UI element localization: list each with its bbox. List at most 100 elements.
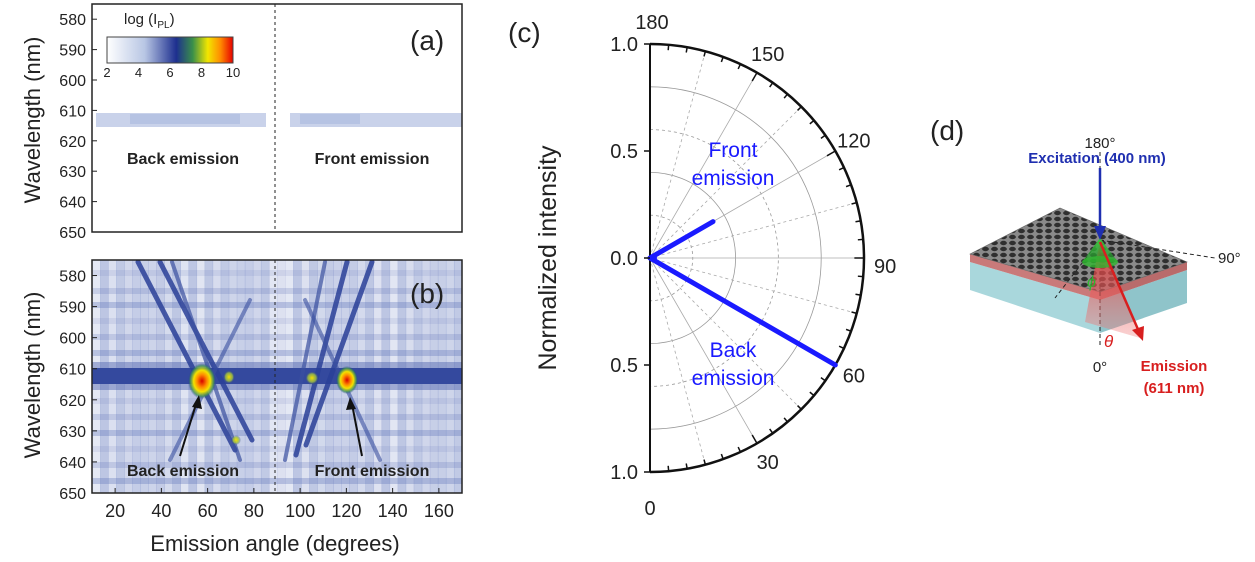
polar-angle-label: 150: [751, 44, 784, 66]
polar-spoke: [649, 51, 706, 259]
polar-angle-ticks: 180 150 120 90 60 30 0: [635, 12, 896, 520]
polar-series-line: [647, 219, 716, 261]
panel-b: Wavelength (nm): [20, 259, 463, 556]
panel-b-frame: [91, 259, 463, 494]
polar-spoke: [649, 257, 706, 465]
panel-d-excitation: Excitation (400 nm): [1028, 150, 1166, 167]
film-front: [970, 254, 1100, 300]
panel-b-arrowhead-front: [346, 397, 356, 410]
polar-tick: [845, 184, 852, 188]
panel-b-plot: [92, 260, 462, 493]
panel-b-ylabel: Wavelength (nm): [20, 292, 45, 459]
panel-b-left-text: Back emission: [127, 463, 239, 480]
panel-a-label: (a): [410, 25, 444, 56]
colorbar-tick-label: 4: [135, 65, 142, 80]
colorbar-title: log (IPL): [124, 11, 175, 31]
xtick-label: 120: [331, 501, 361, 521]
polar-radial-ticks: 1.0 0.5 0.0 0.5 1.0: [610, 34, 650, 484]
ytick-label: 590: [59, 43, 86, 60]
panel-b-xlabel: Emission angle (degrees): [150, 531, 399, 556]
polar-tick: [838, 345, 845, 350]
polar-spoke: [649, 72, 758, 259]
panel-d-emission-1: Emission: [1141, 358, 1208, 375]
polar-tick: [809, 391, 815, 397]
polar-angle-label: 90: [874, 256, 896, 278]
polar-tick: [845, 328, 852, 332]
polar-tick: [751, 72, 758, 82]
polar-tick: [797, 106, 802, 111]
polar-tick: [751, 434, 758, 444]
hotspot-back-lower: [231, 435, 241, 445]
panel-d-angle-right: 90°: [1218, 250, 1241, 267]
slab-top: [969, 207, 1188, 293]
axis-horizontal: [1099, 239, 1216, 259]
ytick-label: 590: [59, 300, 86, 317]
ytick-label: 640: [59, 455, 86, 472]
ytick-label: 650: [59, 225, 86, 242]
polar-tick: [809, 119, 815, 125]
polar-tick: [855, 220, 861, 223]
polar-radial-label: 1.0: [610, 462, 638, 484]
polar-tick: [838, 166, 845, 171]
panel-c: (c) Normalized intensity 180 150 120 90 60 30…: [508, 12, 896, 520]
heatmap-row: [92, 318, 462, 324]
polar-tick: [720, 56, 724, 63]
heatmap-row: [92, 350, 462, 356]
panel-b-xticks: 20 40 60 80 100 120 140 160: [105, 488, 454, 521]
polar-tick: [851, 311, 857, 315]
heatmap-row: [92, 478, 462, 484]
polar-tick: [769, 428, 774, 434]
colorbar-tick-label: 10: [226, 65, 240, 80]
polar-tick: [703, 459, 707, 465]
polar-angle-label: 60: [843, 366, 865, 388]
polar-front-label-1: Front: [708, 139, 757, 162]
polar-radial-label: 1.0: [610, 34, 638, 56]
emission-arrow: [1098, 241, 1142, 335]
polar-tick: [797, 405, 802, 410]
panel-d-label: (d): [930, 115, 964, 146]
hotspot-back-side: [223, 370, 235, 384]
heatmap-row: [92, 462, 462, 468]
ytick-label: 600: [59, 73, 86, 90]
panel-a-frame: [91, 3, 463, 233]
axis-diagonal: [1054, 239, 1101, 299]
excitation-cone: [1082, 238, 1118, 262]
substrate-front: [970, 262, 1100, 333]
colorbar-ticks: 2 4 6 8 10: [103, 65, 240, 80]
polar-tick: [855, 293, 861, 296]
ytick-label: 630: [59, 164, 86, 181]
ytick-label: 580: [59, 12, 86, 29]
polar-angle-label: 180: [635, 12, 668, 34]
panel-a-right-text: Front emission: [315, 151, 430, 168]
ytick-label: 630: [59, 424, 86, 441]
polar-tick: [783, 417, 789, 423]
polar-front-label-2: emission: [692, 167, 775, 190]
heatmap-row: [92, 414, 462, 420]
xtick-label: 40: [151, 501, 171, 521]
polar-grid: [649, 42, 866, 474]
panel-b-arrow-back: [179, 400, 198, 457]
heatmap-row: [92, 288, 462, 294]
polar-tick: [685, 463, 688, 469]
panel-b-modes: [135, 260, 382, 462]
hotspot-front: [336, 366, 358, 394]
xtick-label: 140: [378, 501, 408, 521]
polar-tick: [737, 446, 742, 453]
polar-angle-label: 0: [644, 498, 655, 520]
polar-spoke: [649, 202, 857, 259]
xtick-label: 100: [285, 501, 315, 521]
emission-arrowhead: [1132, 326, 1144, 341]
polar-tick: [720, 453, 724, 460]
xtick-label: 20: [105, 501, 125, 521]
ytick-label: 620: [59, 393, 86, 410]
excitation-cone-base: [1082, 256, 1118, 268]
panel-a-band-left-core: [130, 114, 240, 124]
panel-d-angle-top: 180°: [1084, 135, 1115, 152]
heatmap-row: [92, 446, 462, 452]
panel-a-left-text: Back emission: [127, 151, 239, 168]
panel-a: Wavelength (nm) 580590600610620630640650…: [20, 3, 463, 242]
ytick-label: 610: [59, 362, 86, 379]
ytick-label: 620: [59, 134, 86, 151]
polar-tick: [685, 47, 688, 53]
